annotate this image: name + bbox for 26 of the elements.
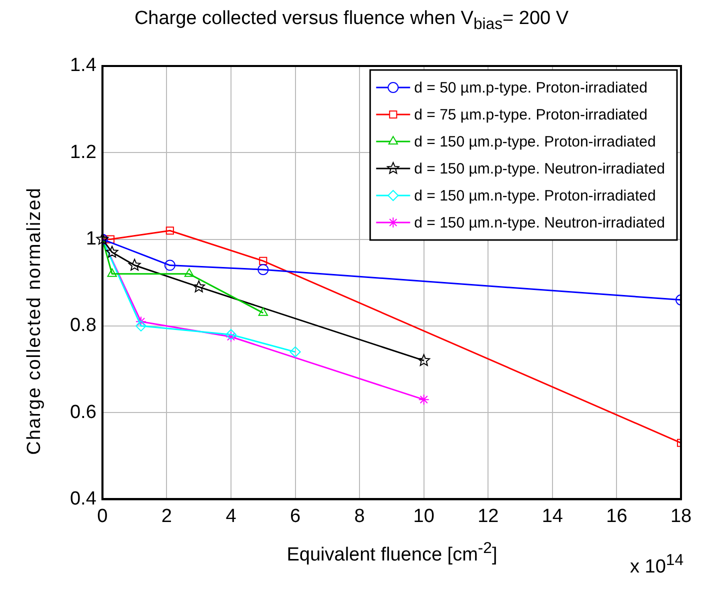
x-tick-label: 12: [478, 506, 499, 527]
legend-label: d = 150 µm.p-type. Neutron-irradiated: [414, 160, 666, 178]
y-tick-label: 1.2: [70, 142, 96, 163]
x-tick-label: 10: [413, 506, 434, 527]
legend-label: d = 75 µm.p-type. Proton-irradiated: [414, 106, 648, 124]
chart-title: Charge collected versus fluence when V$_{bias}$= 200 V: [133, 8, 570, 34]
x-tick-label: 4: [226, 506, 237, 527]
legend-label: d = 150 µm.p-type. Proton-irradiated: [414, 134, 656, 151]
legend-label: d = 50 µm.p-type. Proton-irradiated: [414, 80, 648, 97]
x-tick-label: 0: [97, 506, 108, 527]
text: x 10$^{14}$: [630, 552, 684, 578]
y-tick-label: 1.4: [70, 55, 97, 76]
y-tick-label: 0.4: [70, 488, 97, 510]
x-tick-label: 16: [606, 506, 628, 527]
x-tick-label: 18: [670, 506, 692, 527]
y-tick-label: 0.6: [70, 402, 96, 423]
y-tick-label: 0.8: [70, 315, 96, 336]
y-tick-label: 1: [86, 228, 96, 250]
x-tick-label: 6: [290, 506, 301, 527]
legend-label: d = 150 µm.n-type. Neutron-irradiated: [414, 214, 666, 232]
x-axis-title: Equivalent fluence [cm$^{-2}$]: [286, 540, 498, 566]
x-tick-label: 14: [542, 506, 564, 527]
x-tick-label: 2: [161, 506, 172, 527]
legend-label: d = 150 µm.n-type. Proton-irradiated: [414, 188, 656, 205]
x-tick-label: 8: [354, 506, 365, 527]
y-axis-title: Charge collected normalized: [24, 186, 46, 457]
